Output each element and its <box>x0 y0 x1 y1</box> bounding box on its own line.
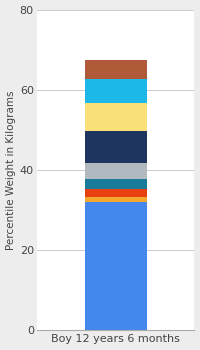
Bar <box>85 103 147 131</box>
Bar <box>85 202 147 330</box>
Bar <box>85 189 147 197</box>
Bar <box>85 78 147 103</box>
Bar <box>85 197 147 202</box>
Bar <box>85 179 147 189</box>
Bar <box>85 131 147 163</box>
Bar <box>85 163 147 179</box>
Y-axis label: Percentile Weight in Kilograms: Percentile Weight in Kilograms <box>6 90 16 250</box>
Bar <box>85 61 147 78</box>
